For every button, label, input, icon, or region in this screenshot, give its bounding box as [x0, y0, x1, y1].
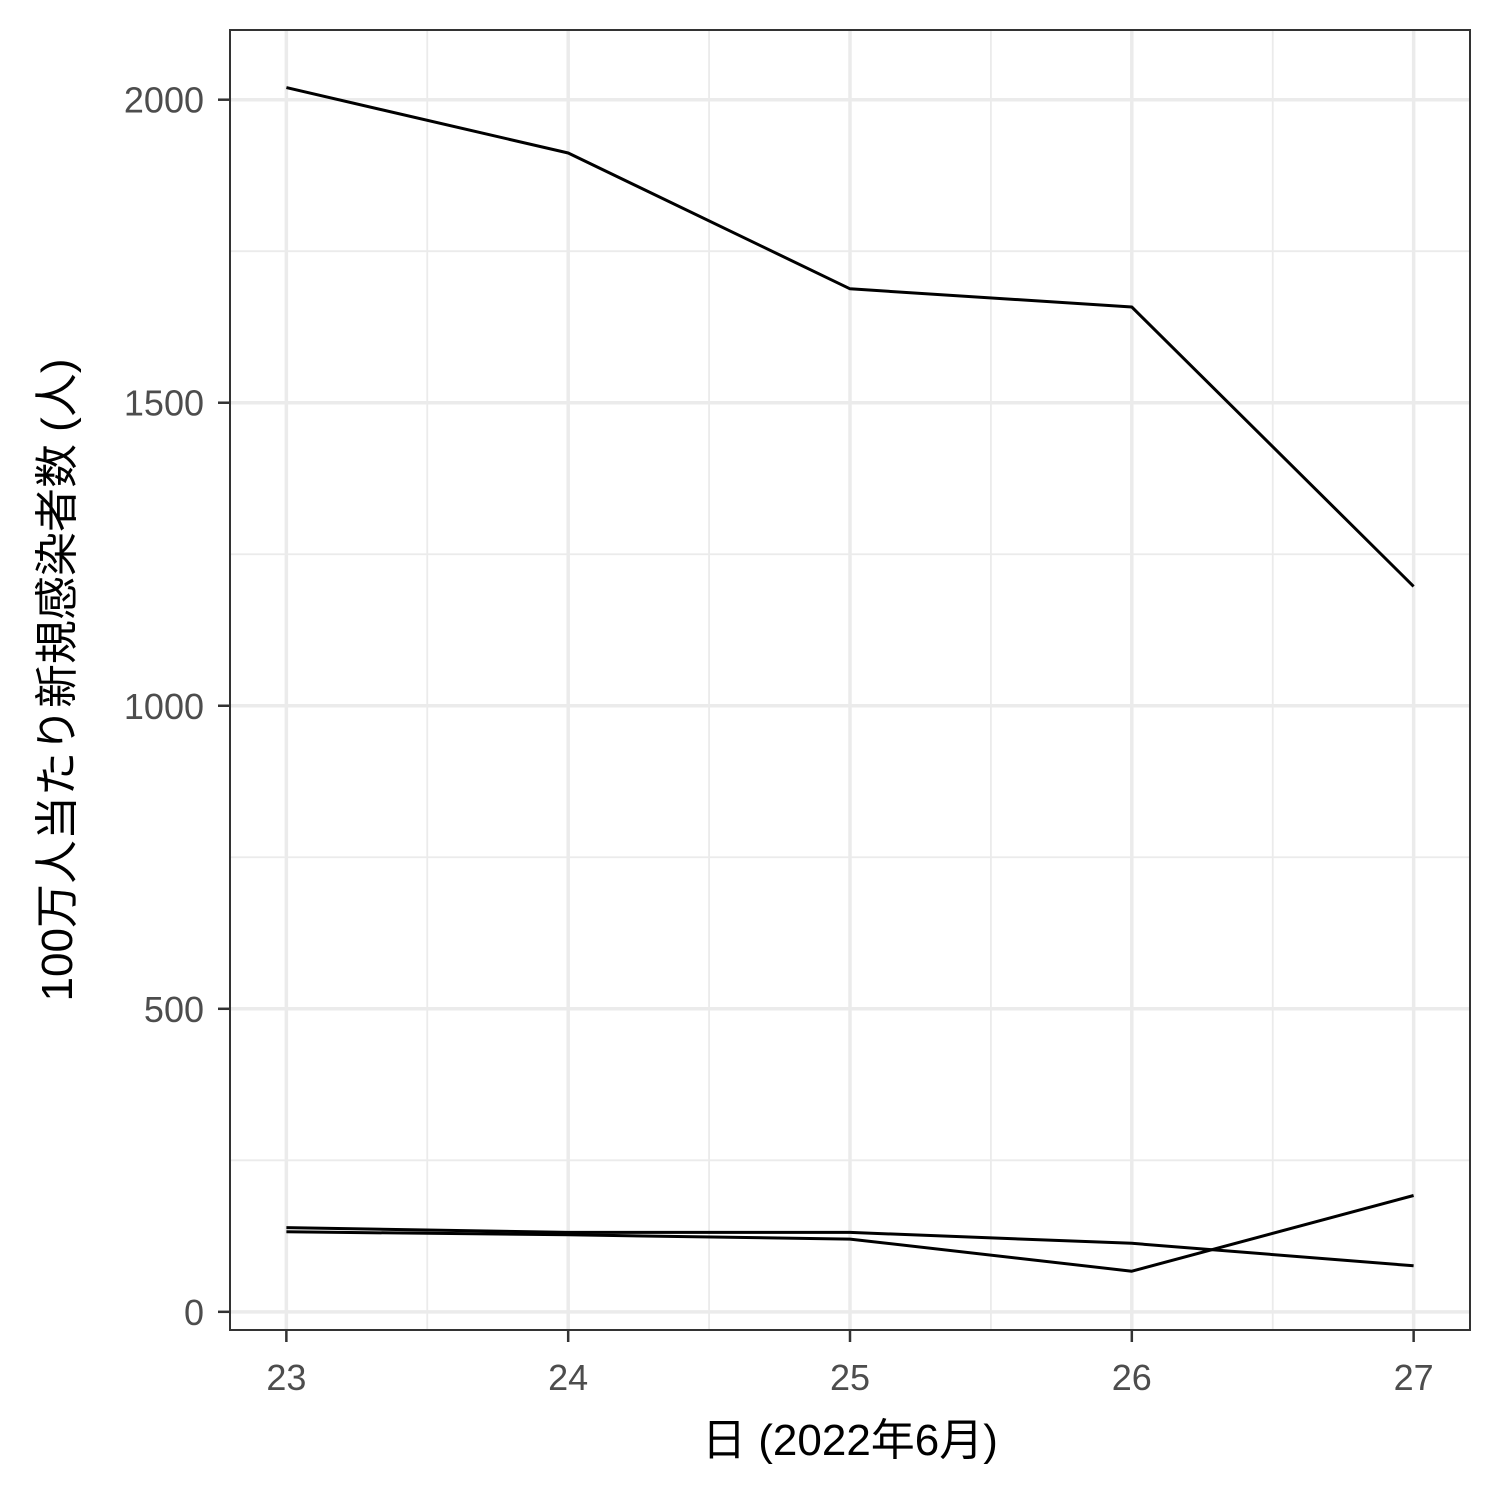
y-axis-title: 100万人当たり新規感染者数 (人) — [33, 359, 82, 1002]
x-axis-title: 日 (2022年6月) — [702, 1416, 998, 1465]
x-tick-label: 26 — [1112, 1357, 1152, 1398]
y-tick-label: 1000 — [124, 686, 204, 727]
y-axis-ticks: 0 500 1000 1500 2000 — [124, 80, 230, 1333]
y-tick-label: 500 — [144, 989, 204, 1030]
series-line-2 — [286, 1194, 1414, 1273]
x-tick-label: 23 — [266, 1357, 306, 1398]
x-axis-ticks: 23 24 25 26 27 — [266, 1330, 1434, 1398]
series-line-3 — [286, 1226, 1414, 1268]
x-tick-label: 24 — [548, 1357, 588, 1398]
y-tick-label: 0 — [184, 1292, 204, 1333]
y-tick-label: 2000 — [124, 80, 204, 121]
x-tick-label: 27 — [1394, 1357, 1434, 1398]
major-gridlines — [230, 30, 1470, 1330]
series-lines — [286, 86, 1415, 1273]
x-tick-label: 25 — [830, 1357, 870, 1398]
series-line-1 — [286, 86, 1415, 588]
y-tick-label: 1500 — [124, 383, 204, 424]
